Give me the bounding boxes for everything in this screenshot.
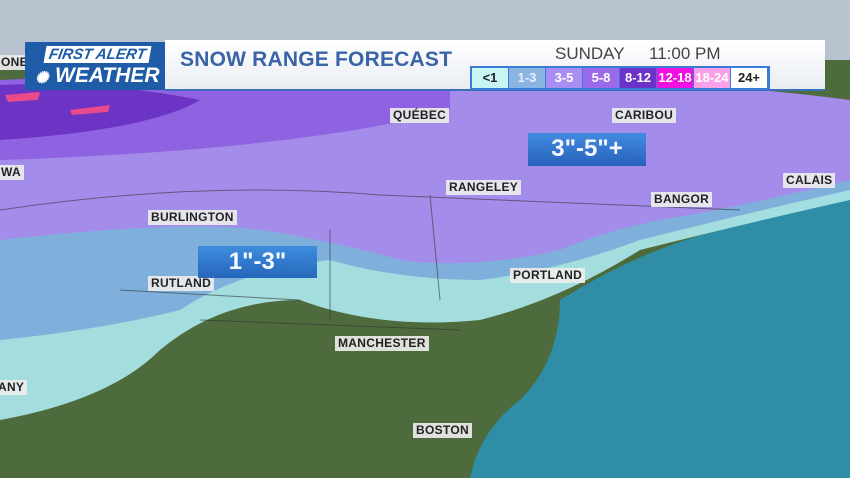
snow-range-box-north: 3"-5"+ xyxy=(528,133,646,166)
first-alert-weather-logo: FIRST ALERT ✺ WEATHER xyxy=(25,42,165,90)
border-lines xyxy=(0,189,741,331)
forecast-time: 11:00 PM xyxy=(649,44,721,63)
legend-item: 24+ xyxy=(731,68,768,88)
city-label: MANCHESTER xyxy=(335,336,429,351)
city-label: QUÉBEC xyxy=(390,108,450,123)
ocean xyxy=(470,190,850,478)
city-label: PORTLAND xyxy=(510,268,586,283)
city-label: BANGOR xyxy=(651,192,713,207)
snow-range-box-west: 1"-3" xyxy=(198,246,317,278)
city-label: CALAIS xyxy=(783,173,836,188)
city-label: ONE xyxy=(0,55,31,70)
city-label: ANY xyxy=(0,380,28,395)
city-label: CARIBOU xyxy=(612,108,677,123)
legend-item: 12-18 xyxy=(657,68,694,88)
forecast-day: SUNDAY xyxy=(555,44,625,63)
legend-item: 3-5 xyxy=(546,68,583,88)
snow-legend: <1 1-3 3-5 5-8 8-12 12-18 18-24 24+ xyxy=(470,66,770,90)
legend-item: 1-3 xyxy=(509,68,546,88)
legend-item: 8-12 xyxy=(620,68,657,88)
logo-line1: FIRST ALERT xyxy=(43,46,152,63)
logo-line2: WEATHER xyxy=(55,64,160,87)
legend-item: <1 xyxy=(472,68,509,88)
city-label: BOSTON xyxy=(413,423,472,438)
city-label: RANGELEY xyxy=(446,180,522,195)
page-title: SNOW RANGE FORECAST xyxy=(180,48,453,71)
legend-item: 18-24 xyxy=(694,68,731,88)
city-label: WA xyxy=(0,165,24,180)
legend-item: 5-8 xyxy=(583,68,620,88)
nbc-peacock-icon: ✺ xyxy=(35,70,49,87)
city-label: BURLINGTON xyxy=(148,210,237,225)
city-label: RUTLAND xyxy=(148,276,215,291)
